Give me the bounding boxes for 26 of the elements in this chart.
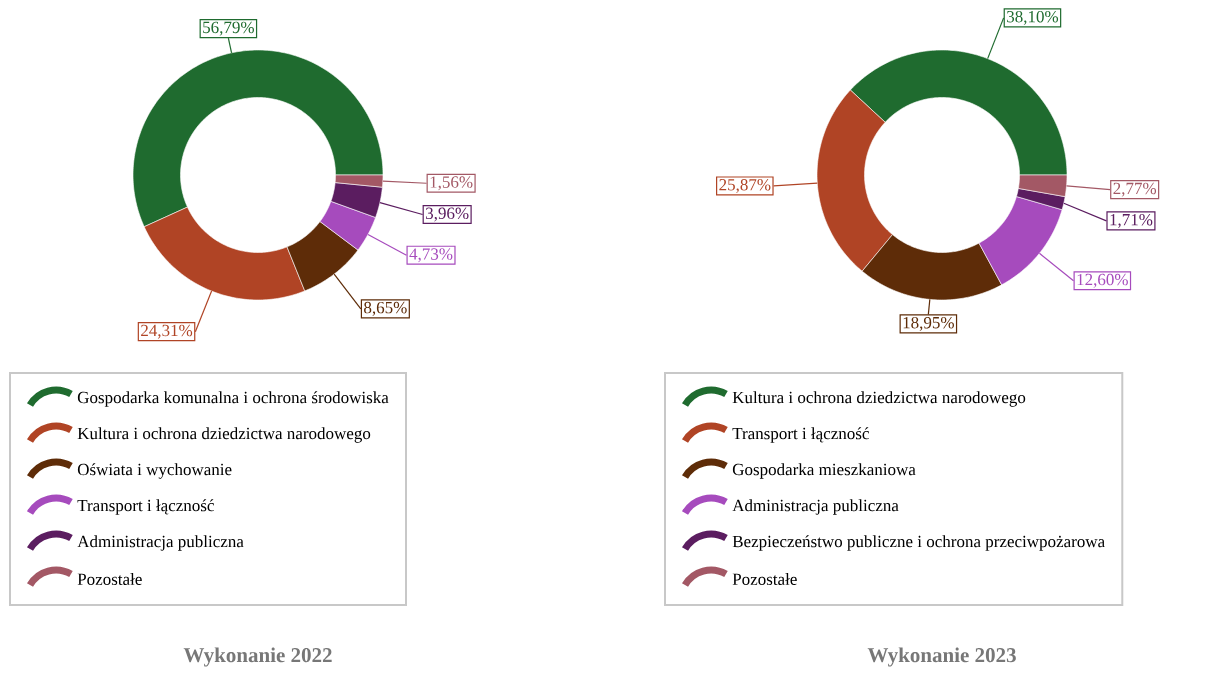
data-label: 12,60% (1077, 273, 1128, 288)
legend-label: Pozostałe (77, 573, 142, 585)
data-label: 38,10% (1007, 10, 1059, 25)
legend-label: Gospodarka komunalna i ochrona środowiska (77, 391, 389, 407)
legend-label: Administracja publiczna (732, 499, 899, 515)
text: Wykonanie 2023 (867, 647, 1016, 667)
legend-label: Administracja publiczna (77, 535, 244, 551)
data-label: 56,79% (203, 21, 254, 36)
legend-label: Bezpieczeństwo publiczne i ochrona przeciwpożarowa (732, 535, 1105, 551)
legend-label: Kultura i ochrona dziedzictwa narodowego (732, 391, 1026, 407)
data-label: 1,56% (430, 176, 473, 191)
text: Wykonanie 2022 (183, 647, 332, 667)
legend-label: Transport i łączność (732, 427, 869, 443)
data-label: 1,71% (1110, 213, 1153, 228)
legend-label: Transport i łączność (77, 499, 214, 515)
data-label: 8,65% (364, 301, 407, 316)
data-label: 18,95% (903, 316, 954, 331)
data-label: 3,96% (426, 207, 469, 222)
legend-label: Pozostałe (732, 573, 797, 585)
data-label: 25,87% (719, 179, 771, 193)
legend-label: Kultura i ochrona dziedzictwa narodowego (77, 427, 371, 443)
data-label: 24,31% (141, 324, 193, 339)
legend-label: Oświata i wychowanie (77, 463, 232, 479)
legend-label: Gospodarka mieszkaniowa (732, 463, 916, 479)
data-label: 4,73% (409, 248, 453, 263)
data-label: 2,77% (1113, 182, 1157, 197)
